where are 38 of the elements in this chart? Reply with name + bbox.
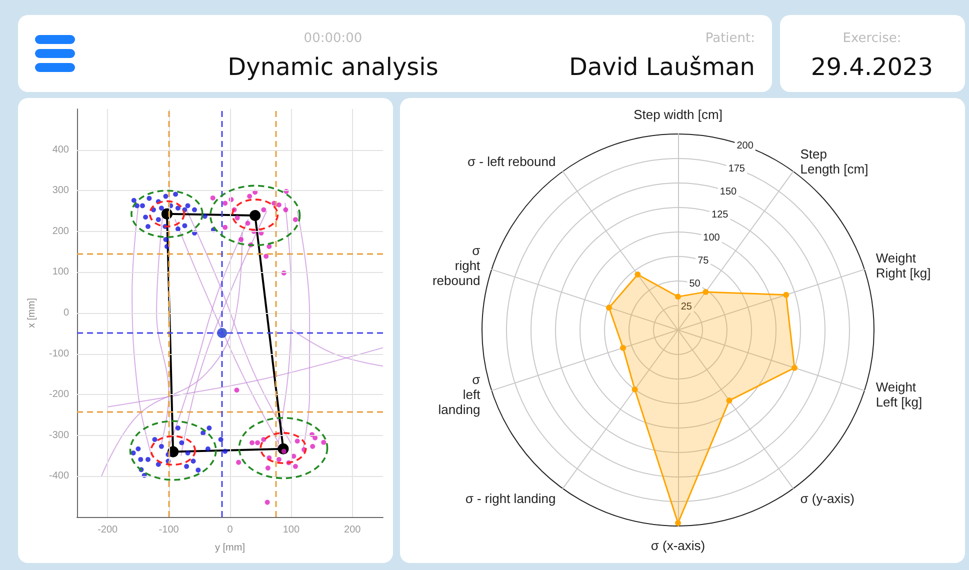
spoke-label: σ (x-axis) bbox=[650, 538, 706, 553]
spoke-label: σ - left rebound bbox=[467, 154, 556, 170]
x-tick-label: 100 bbox=[282, 524, 300, 536]
y-tick-label: 300 bbox=[52, 185, 70, 196]
x-tick-label: -100 bbox=[158, 524, 180, 536]
x-axis-title: y [mm] bbox=[215, 542, 246, 554]
y-tick-label: -300 bbox=[48, 430, 70, 441]
y-tick-label: 175 bbox=[728, 163, 746, 174]
y-tick-label: -100 bbox=[48, 348, 70, 360]
y-tick-label: 25 bbox=[680, 301, 692, 312]
text: Patient: bbox=[705, 31, 755, 46]
spoke-label: σ (y-axis) bbox=[800, 490, 855, 506]
y-tick-label: -200 bbox=[48, 389, 70, 400]
spoke-label: Weight Left [kg] bbox=[876, 379, 922, 410]
text: 00:00:00 bbox=[304, 31, 362, 46]
y-tick-label: 150 bbox=[720, 186, 738, 198]
text: 29.4.2023 bbox=[810, 53, 934, 81]
spoke-label: Weight Right [kg] bbox=[876, 250, 931, 281]
y-tick-label: -400 bbox=[48, 470, 70, 482]
chart-title: Dynamic analysis bbox=[228, 53, 438, 81]
y-tick-label: 0 bbox=[63, 308, 70, 318]
y-tick-label: 125 bbox=[712, 209, 729, 220]
y-tick-label: 400 bbox=[52, 144, 70, 156]
y-tick-label: 100 bbox=[52, 266, 70, 278]
y-tick-label: 75 bbox=[698, 255, 710, 266]
spoke-label: Step width [cm] bbox=[634, 107, 722, 122]
x-tick-label: -200 bbox=[98, 524, 118, 536]
y-axis-title: x [mm] bbox=[26, 298, 38, 328]
spoke-label: σ left landing bbox=[438, 372, 481, 417]
y-tick-label: 200 bbox=[52, 226, 70, 237]
text: Exercise: bbox=[842, 31, 902, 46]
text: David Laušman bbox=[568, 53, 755, 81]
spoke-label: σ right rebound bbox=[432, 243, 481, 288]
spoke-label: Step Length [cm] bbox=[800, 146, 868, 177]
y-tick-label: 50 bbox=[689, 278, 701, 290]
x-tick-label: 200 bbox=[344, 524, 362, 536]
spoke-label: σ - right landing bbox=[465, 490, 556, 506]
x-tick-label: 0 bbox=[227, 524, 234, 536]
